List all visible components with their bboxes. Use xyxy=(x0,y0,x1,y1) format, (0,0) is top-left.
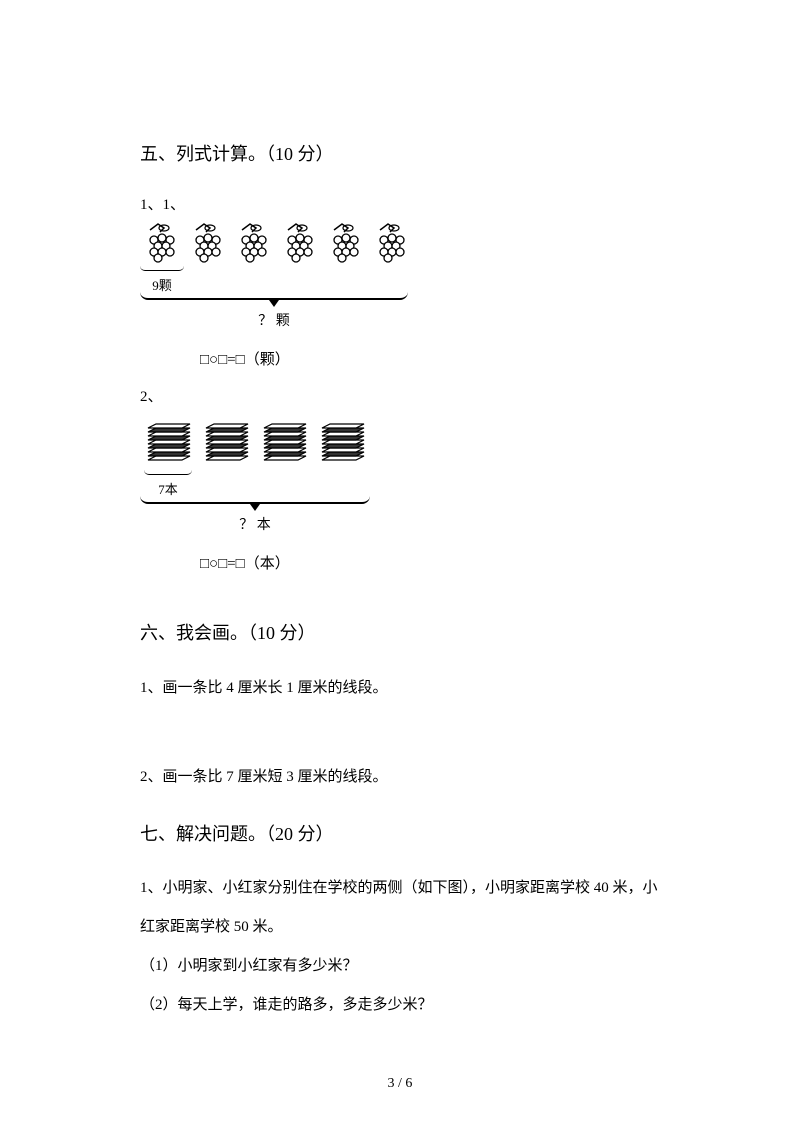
q1-figure: 9颗 ？ 颗 xyxy=(140,222,660,330)
page-footer: 3 / 6 xyxy=(0,1076,800,1092)
book-stack-icon xyxy=(140,414,196,470)
section-5-title: 五、列式计算。（10 分） xyxy=(140,140,660,169)
q2-first-brace: 7本 xyxy=(144,470,192,498)
q1-equation: □○□=□（颗） xyxy=(200,348,660,369)
section6-q1: 1、画一条比 4 厘米长 1 厘米的线段。 xyxy=(140,672,660,705)
grape-icon xyxy=(370,222,414,266)
book-stack-icon xyxy=(198,414,254,470)
grape-icon xyxy=(324,222,368,266)
q1-total-brace: ？ 颗 xyxy=(140,292,408,330)
section-7-title: 七、解决问题。（20 分） xyxy=(140,820,660,849)
q2-total-brace: ？ 本 xyxy=(140,496,370,534)
q1-first-label: 9颗 xyxy=(152,275,172,294)
grape-icon xyxy=(140,222,184,266)
section7-q1-sub1: （1）小明家到小红家有多少米？ xyxy=(140,950,660,983)
grape-icon xyxy=(278,222,322,266)
q2-equation: □○□=□（本） xyxy=(200,552,660,573)
q1-total-label: ？ 颗 xyxy=(258,310,290,330)
q2-total-label: ？ 本 xyxy=(239,514,271,534)
q2-items-row xyxy=(140,414,660,470)
book-stack-icon xyxy=(256,414,312,470)
q2-first-label: 7本 xyxy=(158,479,178,498)
grape-icon xyxy=(186,222,230,266)
book-stack-icon xyxy=(314,414,370,470)
q2-label: 2、 xyxy=(140,385,660,406)
grape-icon xyxy=(232,222,276,266)
section-6-title: 六、我会画。（10 分） xyxy=(140,619,660,648)
q1-first-brace: 9颗 xyxy=(140,266,184,294)
section7-q1-line2: 红家距离学校 50 米。 xyxy=(140,911,660,944)
section7-q1-line1: 1、小明家、小红家分别住在学校的两侧（如下图），小明家距离学校 40 米，小 xyxy=(140,872,660,905)
q1-items-row xyxy=(140,222,660,266)
section7-q1-sub2: （2）每天上学，谁走的路多，多走多少米？ xyxy=(140,989,660,1022)
q2-figure: 7本 ？ 本 xyxy=(140,414,660,534)
q1-label: 1、1、 xyxy=(140,193,660,214)
section6-q2: 2、画一条比 7 厘米短 3 厘米的线段。 xyxy=(140,761,660,794)
